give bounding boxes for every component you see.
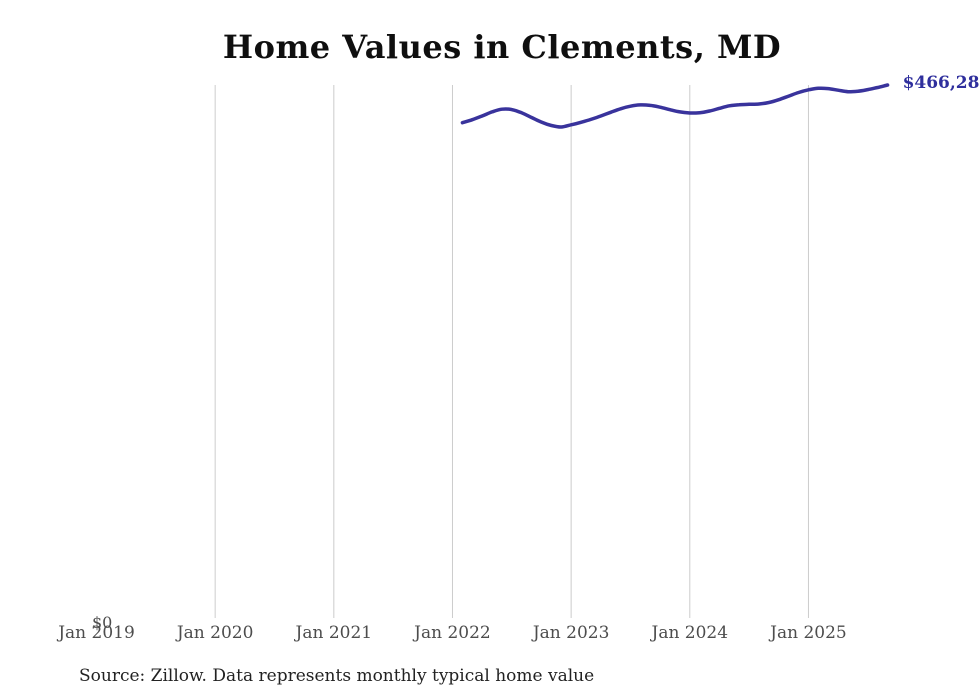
- x-axis-label: Jan 2024: [651, 623, 729, 643]
- source-note: Source: Zillow. Data represents monthly …: [79, 666, 595, 686]
- x-axis-label: Jan 2022: [414, 623, 491, 643]
- x-axis-label: Jan 2019: [58, 623, 135, 643]
- x-axis-label: Jan 2021: [295, 623, 373, 643]
- latest-value-label: $466,283: [902, 73, 980, 93]
- home-value-line: [460, 83, 890, 129]
- x-axis-label: Jan 2025: [770, 623, 847, 643]
- chart-title: Home Values in Clements, MD: [222, 28, 782, 66]
- x-axis-label: Jan 2023: [532, 623, 610, 643]
- y-axis-zero-label: $0: [92, 613, 113, 632]
- x-axis-label: Jan 2020: [176, 623, 254, 643]
